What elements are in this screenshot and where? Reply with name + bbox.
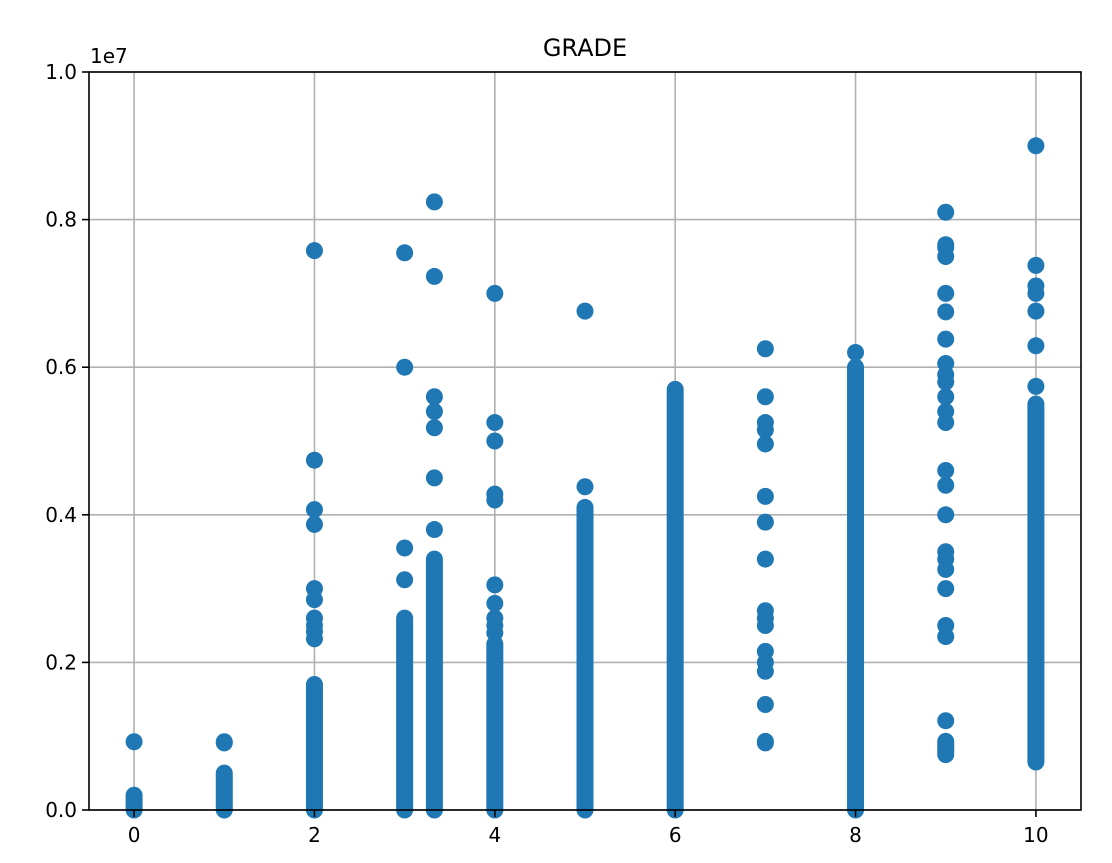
data-point xyxy=(937,580,955,598)
data-point xyxy=(937,402,955,420)
data-point xyxy=(486,594,504,612)
data-point xyxy=(305,609,323,627)
data-point xyxy=(1027,256,1045,274)
data-point xyxy=(937,330,955,348)
data-point xyxy=(1027,337,1045,355)
y-tick-label: 0.2 xyxy=(45,650,77,674)
point-column xyxy=(937,203,955,764)
point-column xyxy=(576,302,594,819)
point-column xyxy=(305,242,323,819)
point-column xyxy=(486,284,504,819)
data-point xyxy=(937,617,955,634)
data-point xyxy=(396,539,414,557)
data-point xyxy=(486,432,504,450)
data-point xyxy=(756,642,774,660)
x-tick-label: 2 xyxy=(308,823,321,847)
data-point xyxy=(125,733,143,751)
chart-title: GRADE xyxy=(543,34,627,62)
data-point xyxy=(756,340,774,358)
data-point xyxy=(937,284,955,302)
data-point xyxy=(937,303,955,321)
data-point xyxy=(847,343,865,361)
data-point xyxy=(756,602,774,620)
point-column xyxy=(396,244,414,819)
data-point xyxy=(425,193,443,211)
data-point xyxy=(576,302,594,320)
data-point xyxy=(425,419,443,437)
data-point xyxy=(486,485,504,503)
data-point xyxy=(425,521,443,539)
y-tick-label: 0.6 xyxy=(45,355,77,379)
data-point xyxy=(425,469,443,487)
data-point xyxy=(425,402,443,420)
data-point xyxy=(396,358,414,376)
data-point xyxy=(937,462,955,480)
y-tick-label: 0.4 xyxy=(45,503,77,527)
x-tick-label: 8 xyxy=(849,823,862,847)
data-point xyxy=(756,695,774,713)
data-point xyxy=(425,388,443,406)
data-point xyxy=(1027,377,1045,395)
data-point xyxy=(937,543,955,561)
data-points xyxy=(125,137,1045,819)
x-tick-label: 0 xyxy=(128,823,141,847)
y-axis: 0.0 0.2 0.4 0.6 0.8 1.0 xyxy=(45,60,89,822)
x-axis: 0 2 4 6 8 10 xyxy=(128,810,1049,847)
x-tick-label: 10 xyxy=(1023,823,1048,847)
data-point xyxy=(305,515,323,533)
data-point xyxy=(576,478,594,496)
data-point xyxy=(756,513,774,531)
data-point xyxy=(1027,137,1045,155)
data-point xyxy=(486,609,504,627)
x-tick-label: 6 xyxy=(669,823,682,847)
plot-frame xyxy=(88,71,1082,811)
data-point xyxy=(396,571,414,589)
point-column xyxy=(1027,137,1045,771)
y-tick-label: 1.0 xyxy=(45,60,77,84)
data-point xyxy=(1027,302,1045,320)
data-point xyxy=(937,506,955,524)
data-point xyxy=(756,435,774,453)
y-tick-label: 0.8 xyxy=(45,208,77,232)
data-point xyxy=(937,388,955,406)
data-point xyxy=(486,284,504,302)
data-point xyxy=(305,451,323,469)
data-point xyxy=(756,388,774,406)
point-column xyxy=(125,733,143,819)
data-point xyxy=(756,414,774,432)
point-column xyxy=(847,343,865,819)
data-point xyxy=(305,580,323,598)
point-column xyxy=(425,193,443,819)
x-tick-label: 4 xyxy=(488,823,501,847)
data-point xyxy=(937,236,955,254)
data-point xyxy=(486,576,504,594)
y-tick-label: 0.0 xyxy=(45,798,77,822)
data-point xyxy=(486,414,504,432)
data-point xyxy=(756,550,774,568)
data-point xyxy=(937,476,955,494)
data-point xyxy=(937,203,955,221)
point-column xyxy=(756,340,774,752)
data-point xyxy=(756,487,774,505)
data-point xyxy=(305,242,323,260)
y-offset-text: 1e7 xyxy=(90,44,128,68)
data-point xyxy=(396,244,414,262)
data-point xyxy=(305,501,323,519)
point-column xyxy=(215,733,233,819)
data-point xyxy=(215,733,233,751)
data-point xyxy=(425,267,443,285)
data-point xyxy=(1027,277,1045,295)
data-point xyxy=(937,355,955,373)
data-point xyxy=(937,712,955,730)
